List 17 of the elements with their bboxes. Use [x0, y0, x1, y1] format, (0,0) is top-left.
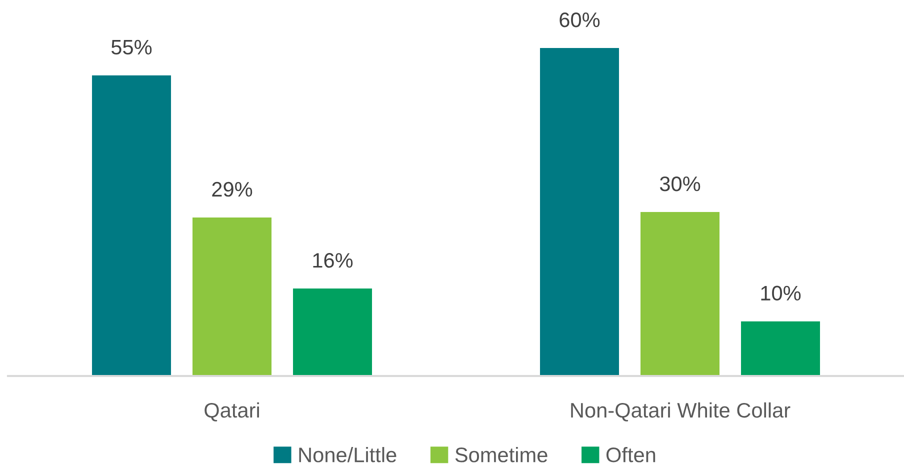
bar [540, 48, 619, 376]
legend-label: None/Little [299, 446, 396, 462]
x-tick-label: Non-Qatari White Collar [571, 402, 790, 422]
bar [640, 212, 720, 376]
legend-label: Often [606, 447, 656, 462]
bar [741, 321, 820, 376]
x-tick-label: Qatari [204, 402, 259, 422]
data-label: 30% [660, 176, 700, 192]
bar [293, 288, 372, 376]
data-label: 60% [560, 12, 600, 28]
data-label: 29% [212, 182, 252, 197]
data-label: 55% [111, 40, 152, 55]
legend-label: Sometime [455, 446, 548, 462]
bar [92, 75, 171, 376]
bar [192, 217, 272, 376]
data-label: 10% [761, 286, 801, 301]
data-label: 16% [313, 252, 353, 268]
